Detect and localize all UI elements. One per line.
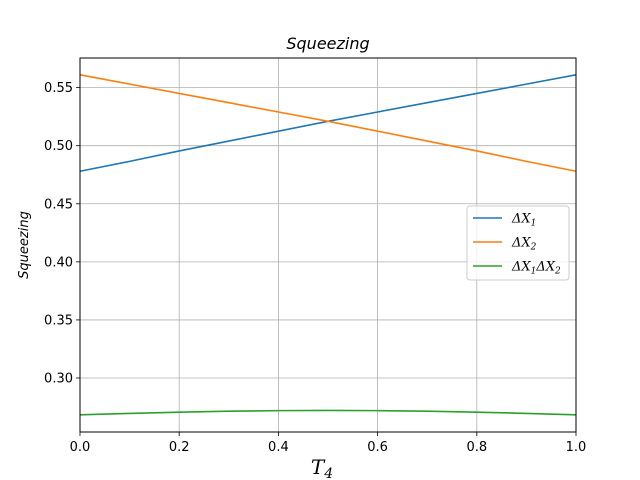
series-layer [79, 74, 577, 416]
x-axis-label-subscript: 4 [323, 466, 333, 480]
x-tick-label: 0.4 [268, 440, 289, 455]
x-tick-label: 0.6 [367, 440, 388, 455]
x-tick-label: 1.0 [566, 440, 587, 455]
y-tick-label: 0.40 [44, 255, 73, 270]
legend-label-2: ΔX2 [511, 236, 537, 253]
tick-layer: 0.0 0.2 0.4 0.6 0.8 1.0 0.30 0.35 0.40 0.45 0.50 0.… [44, 81, 586, 455]
x-axis-label: T4 [311, 455, 333, 480]
y-tick-label: 0.50 [44, 139, 73, 154]
legend-label-1: ΔX1 [511, 212, 536, 229]
series-line-2 [79, 74, 577, 173]
x-tick-label: 0.0 [70, 440, 91, 455]
plot-frame [79, 57, 577, 433]
y-tick-label: 0.35 [44, 313, 73, 328]
x-axis-label-base: T [311, 455, 326, 479]
series-line-3 [79, 409, 577, 416]
y-tick-label: 0.45 [44, 197, 73, 212]
y-axis-label: Squeezing [17, 211, 32, 279]
x-tick-label: 0.8 [466, 440, 487, 455]
legend-box [466, 205, 570, 281]
legend-label-3: ΔX1ΔX2 [511, 260, 561, 277]
y-tick-label: 0.30 [44, 371, 73, 386]
y-tick-label: 0.55 [44, 81, 73, 96]
x-tick-label: 0.2 [169, 440, 190, 455]
chart-title: Squeezing [286, 34, 369, 53]
